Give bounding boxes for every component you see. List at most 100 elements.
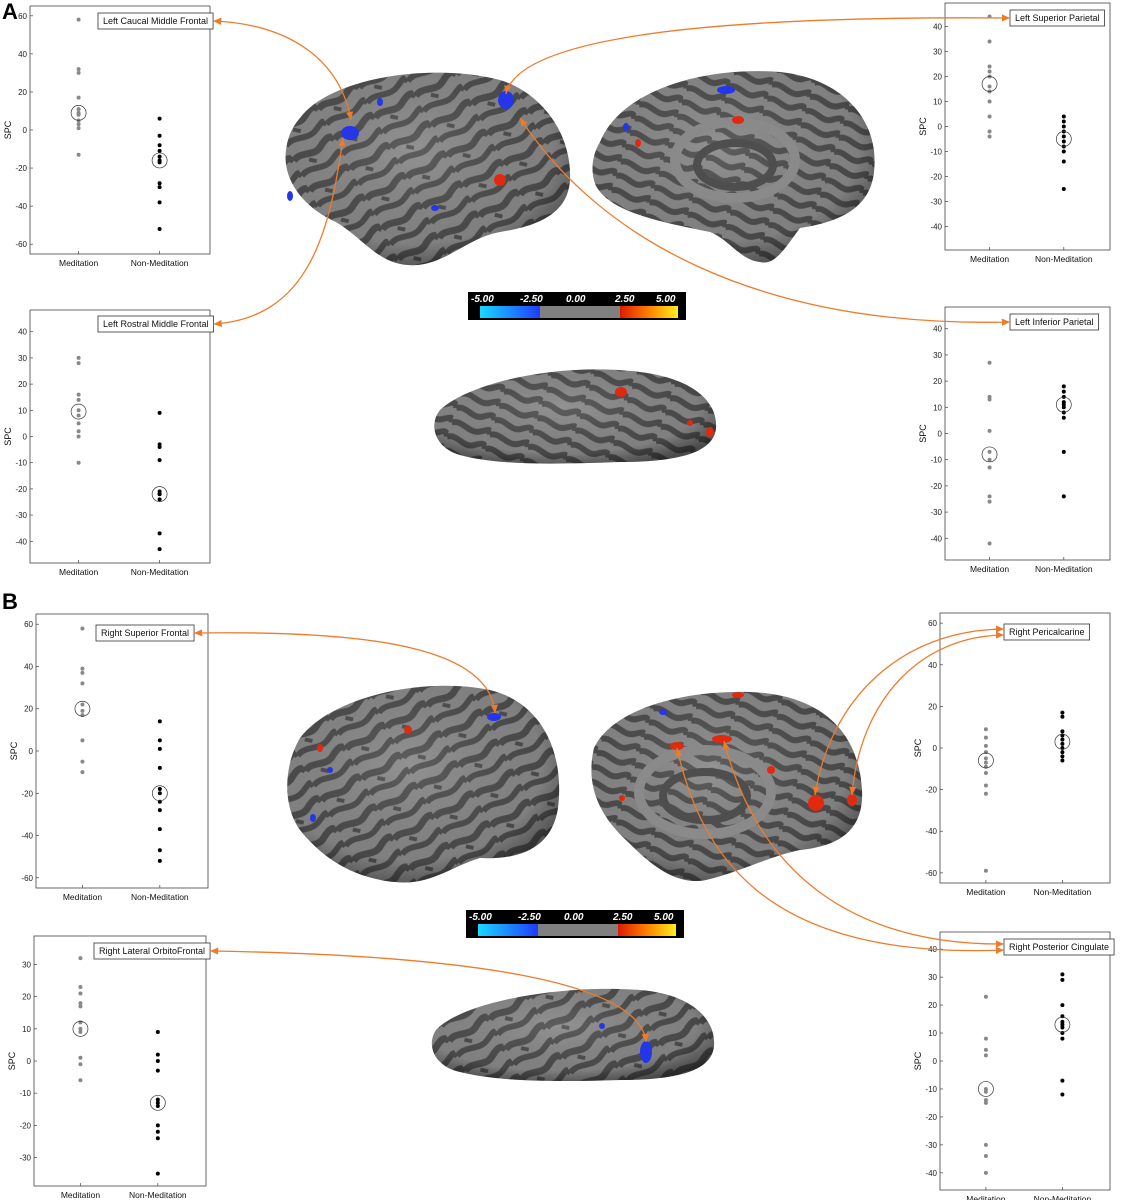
data-point bbox=[80, 670, 85, 675]
roi-title: Left Inferior Parietal bbox=[1015, 317, 1094, 327]
data-point bbox=[1061, 405, 1066, 410]
ytick-label: 0 bbox=[29, 747, 34, 756]
data-point bbox=[78, 1001, 83, 1006]
colorbar-b-label-2: 0.00 bbox=[564, 912, 584, 923]
brain-b-lateral bbox=[287, 685, 560, 883]
data-point bbox=[155, 1104, 160, 1109]
data-point bbox=[983, 750, 988, 755]
ytick-label: -40 bbox=[21, 832, 33, 841]
plot-frame bbox=[939, 612, 1111, 884]
group-mean-marker bbox=[151, 486, 168, 502]
ytick-label: 0 bbox=[933, 744, 938, 753]
data-point bbox=[1061, 449, 1066, 454]
data-point bbox=[76, 460, 81, 465]
data-point bbox=[987, 499, 992, 504]
ytick-label: 10 bbox=[18, 406, 27, 415]
data-point bbox=[157, 765, 162, 770]
arrow-posterior-cingulate-2 bbox=[722, 740, 1005, 948]
ytick-label: -20 bbox=[21, 789, 33, 798]
category-label: Meditation bbox=[966, 887, 1005, 897]
ytick-label: 60 bbox=[18, 12, 27, 21]
data-point bbox=[157, 133, 162, 138]
data-point bbox=[983, 783, 988, 788]
data-point bbox=[1060, 1022, 1065, 1027]
category-label: Non-Meditation bbox=[1035, 564, 1093, 574]
category-label: Meditation bbox=[59, 258, 98, 268]
group-mean-marker bbox=[1055, 396, 1072, 413]
data-point bbox=[80, 759, 85, 764]
data-point bbox=[983, 735, 988, 740]
data-point bbox=[983, 756, 988, 761]
data-point bbox=[1061, 415, 1066, 420]
ytick-label: -20 bbox=[925, 786, 937, 795]
data-point bbox=[155, 1100, 160, 1105]
category-label: Non-Meditation bbox=[131, 567, 189, 577]
ytick-label: 0 bbox=[938, 430, 943, 439]
ytick-label: -10 bbox=[930, 456, 942, 465]
data-point bbox=[983, 1036, 988, 1041]
data-point bbox=[155, 1171, 160, 1176]
ytick-label: 0 bbox=[938, 123, 943, 132]
colorbar-a-label-3: 2.50 bbox=[614, 294, 635, 305]
data-point bbox=[1060, 1092, 1065, 1097]
roi-title-box bbox=[1003, 623, 1090, 641]
data-point bbox=[157, 185, 162, 190]
group-mean-marker bbox=[1054, 1016, 1071, 1033]
group-mean-marker bbox=[978, 1081, 994, 1097]
data-point bbox=[76, 112, 81, 117]
roi-title: Right Lateral OrbitoFrontal bbox=[99, 946, 205, 956]
data-point bbox=[1061, 114, 1066, 119]
data-point bbox=[1060, 714, 1065, 719]
ytick-label: 0 bbox=[23, 126, 28, 135]
data-point bbox=[983, 1170, 988, 1175]
colorbar-b: -5.00 -2.50 0.00 2.50 5.00 bbox=[466, 910, 684, 938]
data-point bbox=[1060, 1019, 1065, 1024]
data-point bbox=[80, 626, 85, 631]
data-point bbox=[80, 708, 85, 713]
ytick-label: -20 bbox=[15, 485, 27, 494]
ytick-label: -40 bbox=[15, 537, 27, 546]
chart-3: 40 30 20 10 0 -10 -20 -30 -40 Meditation Non-Medit… bbox=[3, 309, 214, 577]
y-axis-label: SPC bbox=[3, 427, 13, 446]
y-axis-label: SPC bbox=[3, 120, 13, 139]
data-point bbox=[983, 1100, 988, 1105]
data-point bbox=[76, 434, 81, 439]
arrow-inferior-parietal bbox=[519, 117, 1011, 326]
group-mean-marker bbox=[981, 446, 998, 463]
group-mean-marker bbox=[151, 152, 168, 169]
ytick-label: -60 bbox=[15, 240, 27, 249]
plot-frame bbox=[29, 5, 211, 255]
data-point bbox=[76, 413, 81, 418]
data-point bbox=[76, 67, 81, 72]
ytick-label: 0 bbox=[933, 1057, 938, 1066]
data-point bbox=[1060, 1003, 1065, 1008]
ytick-label: -40 bbox=[15, 202, 27, 211]
category-label: Non-Meditation bbox=[1034, 887, 1092, 897]
data-point bbox=[1060, 754, 1065, 759]
data-point bbox=[987, 64, 992, 69]
data-point bbox=[157, 787, 162, 792]
data-point bbox=[983, 743, 988, 748]
ytick-label: 40 bbox=[18, 328, 27, 337]
panel-letter-b: B bbox=[2, 589, 18, 614]
data-point bbox=[987, 114, 992, 119]
data-point bbox=[987, 397, 992, 402]
data-point bbox=[76, 152, 81, 157]
ytick-label: -40 bbox=[925, 1169, 937, 1178]
data-point bbox=[76, 361, 81, 366]
data-point bbox=[983, 1047, 988, 1052]
colorbar-b-label-3: 2.50 bbox=[612, 912, 633, 923]
ytick-label: -30 bbox=[925, 1141, 937, 1150]
data-point bbox=[1060, 1036, 1065, 1041]
data-point bbox=[157, 154, 162, 159]
ytick-label: 20 bbox=[18, 380, 27, 389]
data-point bbox=[987, 457, 992, 462]
data-point bbox=[1061, 389, 1066, 394]
colorbar-a-label-0: -5.00 bbox=[471, 294, 494, 305]
category-label: Meditation bbox=[59, 567, 98, 577]
group-mean-marker bbox=[74, 700, 91, 717]
data-point bbox=[76, 392, 81, 397]
data-point bbox=[987, 449, 992, 454]
data-point bbox=[155, 1123, 160, 1128]
